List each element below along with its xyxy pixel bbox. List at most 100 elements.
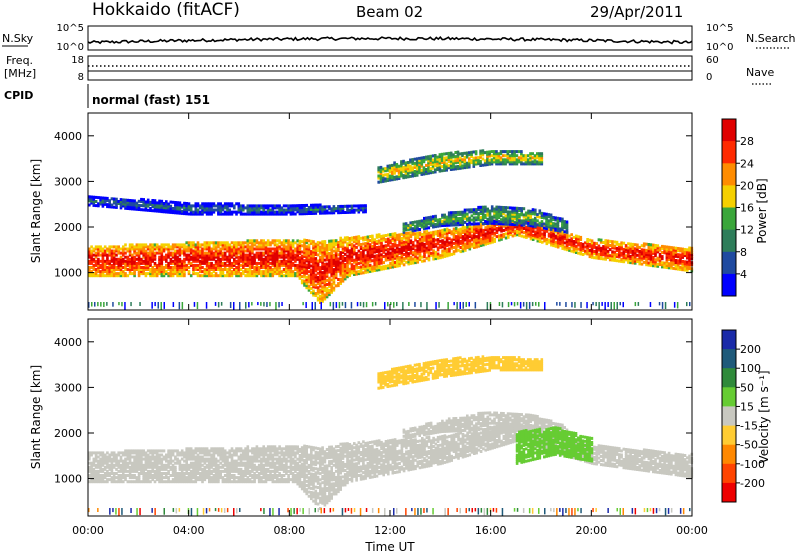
data-cell [165, 253, 168, 257]
data-cell [101, 261, 105, 265]
data-cell [421, 233, 424, 236]
data-cell [681, 268, 684, 272]
data-cell [180, 211, 184, 215]
data-cell [556, 241, 560, 245]
data-cell [337, 211, 340, 215]
data-cell [176, 211, 179, 215]
data-cell [511, 234, 515, 238]
data-cell [439, 256, 442, 260]
data-cell [459, 162, 462, 166]
data-cell [405, 234, 408, 238]
data-cell [357, 257, 361, 261]
data-cell [545, 225, 548, 228]
data-cell [649, 243, 653, 247]
data-cell [135, 201, 139, 205]
data-cell [545, 218, 548, 222]
data-cell [348, 269, 352, 273]
data-cell [475, 239, 478, 243]
data-cell [441, 253, 444, 257]
data-cell [366, 260, 370, 264]
data-cell [377, 264, 381, 267]
data-cell [362, 254, 365, 258]
data-cell [536, 154, 539, 158]
data-cell [348, 243, 352, 247]
data-cell [436, 254, 440, 258]
data-cell [205, 241, 209, 245]
data-cell [633, 261, 637, 265]
data-cell [235, 247, 238, 251]
data-cell [103, 253, 107, 257]
data-cell [477, 228, 481, 232]
data-cell [266, 272, 270, 276]
data-cell [212, 270, 216, 274]
data-cell [298, 204, 302, 208]
data-cell [149, 247, 152, 251]
data-cell [414, 236, 417, 240]
data-cell [149, 245, 152, 249]
data-cell [559, 233, 562, 237]
data-cell [246, 261, 250, 265]
data-cell [97, 196, 100, 200]
data-cell [97, 465, 100, 469]
data-cell [183, 253, 186, 257]
data-cell [366, 243, 370, 247]
data-cell [443, 236, 447, 240]
data-cell [328, 280, 331, 284]
data-cell [319, 280, 322, 284]
data-cell [124, 255, 127, 259]
data-cell [541, 232, 544, 236]
data-cell [572, 240, 576, 243]
data-cell [300, 244, 304, 248]
data-cell [396, 235, 399, 239]
data-cell [128, 261, 132, 265]
data-cell [563, 233, 567, 237]
data-cell [672, 258, 675, 262]
data-cell [167, 247, 170, 251]
data-cell [371, 238, 374, 242]
data-cell [477, 156, 480, 160]
data-cell [174, 259, 177, 263]
data-cell [475, 224, 478, 228]
data-cell [319, 276, 322, 280]
data-cell [101, 274, 105, 278]
data-cell [151, 274, 154, 278]
data-cell [332, 257, 336, 261]
data-cell [174, 205, 177, 209]
data-cell [584, 241, 587, 245]
data-cell [334, 253, 338, 257]
data-cell [298, 264, 302, 268]
data-cell [167, 263, 170, 267]
data-cell [387, 243, 390, 247]
data-cell [590, 251, 594, 255]
data-cell [339, 261, 342, 265]
data-cell [679, 255, 682, 259]
data-cell [518, 209, 521, 212]
data-cell [287, 206, 290, 210]
data-cell [554, 224, 557, 228]
data-cell [101, 451, 105, 455]
data-cell [400, 253, 404, 257]
data-cell [303, 206, 306, 209]
data-cell [597, 256, 601, 260]
data-cell [533, 158, 537, 162]
data-cell [208, 251, 211, 255]
data-cell [497, 209, 501, 213]
data-cell [155, 203, 159, 207]
data-cell [350, 210, 354, 214]
data-cell [273, 239, 277, 243]
data-cell [115, 245, 118, 249]
data-cell [500, 237, 503, 241]
data-cell [97, 204, 100, 208]
data-cell [339, 271, 342, 275]
data-cell [305, 278, 308, 281]
data-cell [316, 280, 320, 283]
data-cell [665, 251, 669, 255]
data-cell [507, 233, 510, 237]
data-cell [423, 236, 426, 240]
data-cell [165, 247, 168, 251]
data-cell [146, 202, 150, 206]
data-cell [447, 219, 451, 223]
data-cell [448, 241, 451, 245]
data-cell [88, 199, 91, 203]
data-cell [210, 249, 213, 253]
